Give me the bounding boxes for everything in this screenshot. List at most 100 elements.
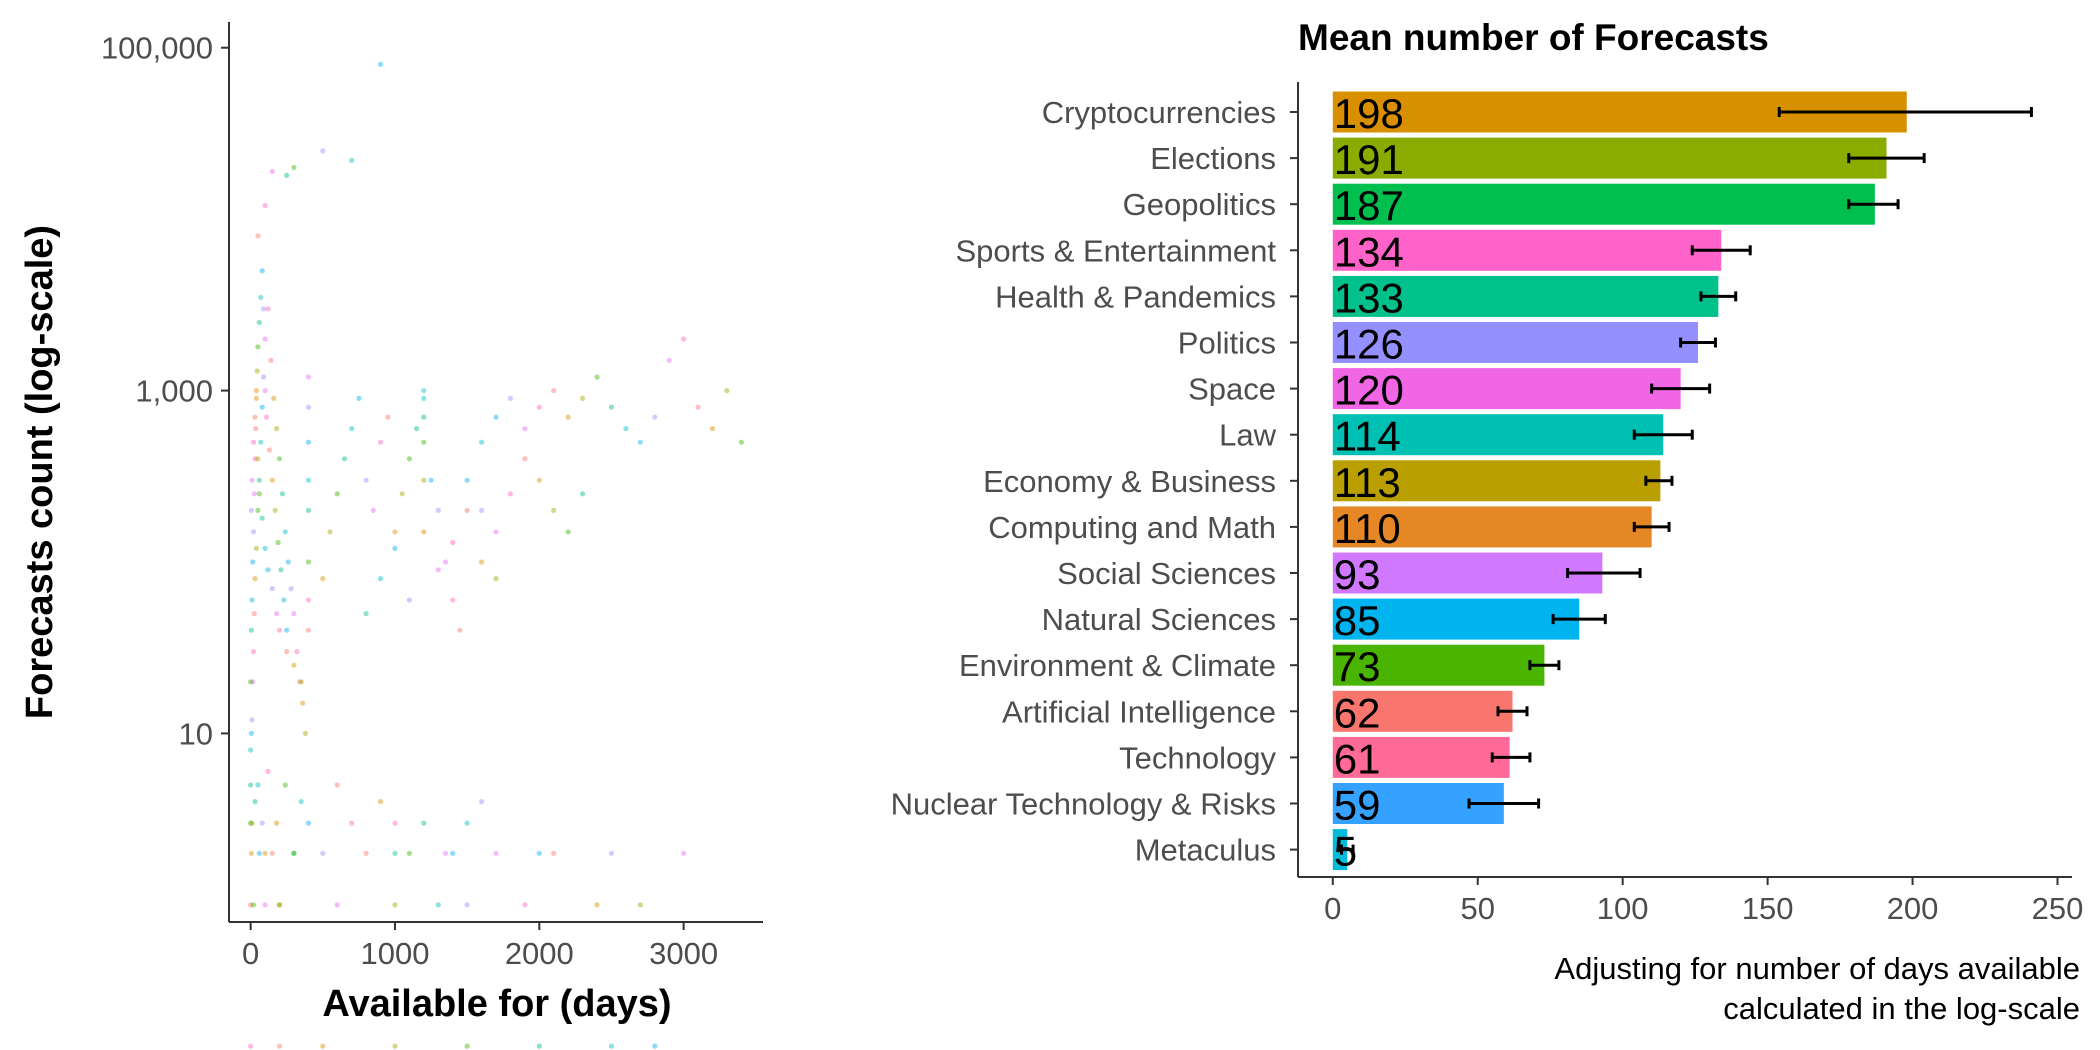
- scatter-point: [250, 649, 257, 655]
- scatter-point: [298, 799, 304, 805]
- bar-x-ticks: 0 50 100 150 200 250: [1324, 877, 2083, 926]
- scatter-point: [637, 439, 643, 445]
- bar-x-tick-label: 150: [1742, 891, 1794, 926]
- caption-line-1: Adjusting for number of days available: [1554, 951, 2080, 986]
- scatter-point: [291, 164, 297, 171]
- scatter-point: [248, 747, 254, 753]
- scatter-point: [248, 782, 254, 788]
- scatter-point: [608, 850, 615, 856]
- scatter-point: [594, 374, 600, 380]
- scatter-point: [442, 850, 449, 856]
- scatter-point: [253, 388, 259, 394]
- scatter-point: [392, 820, 398, 826]
- scatter-point: [282, 782, 288, 788]
- scatter-point: [392, 902, 398, 908]
- scatter-point: [421, 439, 427, 445]
- scatter-point: [363, 850, 369, 856]
- bar-value-label: 133: [1334, 274, 1404, 321]
- bar-x-tick-label: 0: [1324, 891, 1341, 926]
- bar-value-label: 126: [1334, 321, 1404, 368]
- scatter-point: [272, 507, 278, 513]
- scatter-point: [278, 567, 284, 573]
- scatter-point: [249, 597, 255, 603]
- scatter-point: [276, 627, 283, 633]
- scatter-point: [479, 559, 485, 565]
- scatter-point: [320, 576, 326, 582]
- scatter-point: [334, 491, 340, 497]
- scatter-point: [320, 1043, 326, 1049]
- bar-category-label: Natural Sciences: [1042, 602, 1276, 637]
- scatter-point: [320, 148, 326, 154]
- scatter-point: [276, 902, 283, 908]
- scatter-point: [493, 576, 499, 582]
- scatter-point: [356, 395, 362, 401]
- scatter-points: [248, 61, 745, 1049]
- bar-category-label: Nuclear Technology & Risks: [891, 787, 1276, 822]
- scatter-point: [256, 850, 262, 856]
- scatter-point: [256, 319, 262, 325]
- scatter-x-axis-title: Available for (days): [322, 983, 671, 1025]
- scatter-point: [269, 850, 275, 856]
- bar-value-label: 93: [1334, 551, 1381, 598]
- scatter-point: [259, 820, 265, 826]
- scatter-point: [279, 491, 285, 497]
- scatter-point: [392, 545, 398, 552]
- scatter-point: [305, 404, 311, 410]
- scatter-point: [256, 491, 262, 497]
- scatter-x-tick-label: 3000: [649, 936, 718, 971]
- scatter-point: [255, 344, 261, 350]
- bar-category-label: Computing and Math: [988, 510, 1276, 545]
- scatter-point: [265, 768, 271, 775]
- scatter-point: [406, 850, 412, 856]
- scatter-point: [385, 414, 391, 420]
- scatter-point: [392, 1043, 398, 1049]
- bar-category-label: Space: [1188, 372, 1276, 407]
- scatter-point: [305, 559, 311, 565]
- scatter-x-ticks: 0 1000 2000 3000: [242, 922, 718, 971]
- scatter-point: [724, 388, 730, 394]
- bar-category-label: Sports & Entertainment: [956, 233, 1277, 268]
- scatter-x-tick-label: 2000: [505, 936, 574, 971]
- scatter-point: [282, 529, 288, 535]
- scatter-point: [507, 395, 513, 401]
- scatter-point: [253, 545, 259, 552]
- scatter-point: [580, 491, 586, 497]
- scatter-y-tick-label: 10: [179, 716, 213, 751]
- scatter-point: [305, 439, 311, 445]
- bar-value-label: 59: [1334, 782, 1381, 829]
- scatter-point: [320, 850, 326, 856]
- bar-value-label: 62: [1334, 689, 1381, 736]
- bar-value-label: 191: [1334, 136, 1404, 183]
- caption-line-2: calculated in the log-scale: [1723, 991, 2080, 1026]
- scatter-point: [435, 902, 441, 908]
- scatter-point: [421, 388, 427, 394]
- scatter-point: [258, 439, 264, 445]
- scatter-point: [288, 586, 294, 592]
- scatter-point: [536, 477, 542, 483]
- scatter-point: [262, 545, 268, 552]
- bar: [1332, 137, 1887, 179]
- scatter-point: [392, 850, 398, 856]
- scatter-point: [298, 679, 304, 685]
- scatter-point: [248, 679, 254, 685]
- scatter-point: [341, 456, 348, 462]
- scatter-point: [252, 799, 258, 805]
- bars: [1332, 91, 1907, 871]
- bar-value-label: 5: [1334, 828, 1357, 875]
- scatter-y-ticks: 10 1,000 100,000: [101, 31, 229, 751]
- scatter-point: [262, 388, 268, 394]
- scatter-point: [370, 507, 376, 513]
- scatter-point: [249, 717, 255, 723]
- scatter-point: [255, 456, 261, 462]
- scatter-point: [522, 426, 528, 432]
- scatter-point: [248, 850, 254, 856]
- scatter-point: [363, 477, 369, 483]
- scatter-point: [274, 426, 280, 432]
- bar: [1332, 322, 1699, 363]
- bar: [1332, 690, 1513, 732]
- scatter-point: [284, 649, 290, 655]
- scatter-point: [652, 1043, 658, 1049]
- scatter-point: [349, 820, 355, 826]
- scatter-point: [594, 902, 600, 908]
- scatter-point: [248, 902, 254, 908]
